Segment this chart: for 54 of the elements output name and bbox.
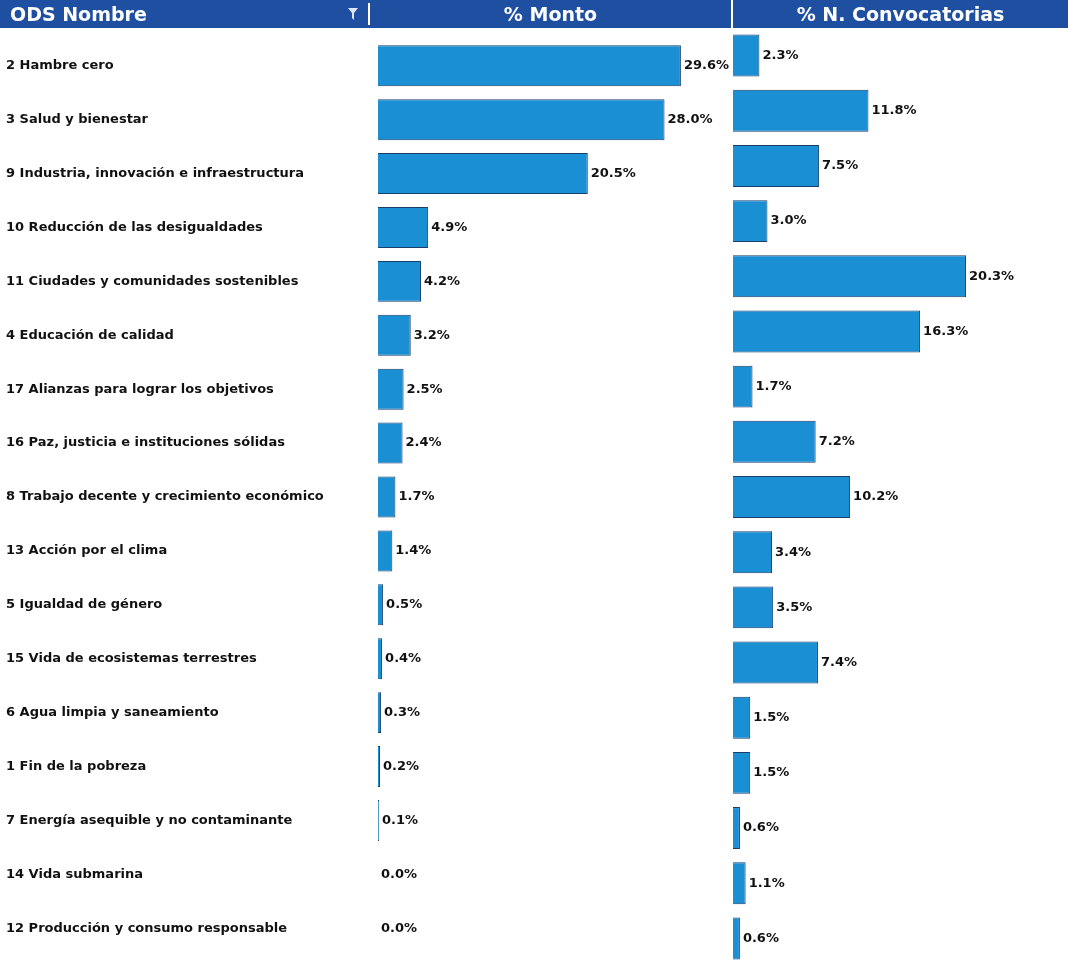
data-label: 7.5% [822,157,859,173]
data-label: 1.1% [748,874,785,890]
y-tick-label: 2 Hambre cero [6,57,114,73]
y-tick-label: 7 Energía asequible y no contaminante [6,811,293,827]
data-label: 2.3% [762,46,799,62]
data-label: 1.7% [398,488,435,504]
data-label: 3.0% [770,212,807,228]
data-label: 3.4% [775,543,812,559]
chart-title: % Monto [502,3,599,25]
data-label: 0.4% [385,650,422,666]
y-tick-label: 10 Reducción de las desigualdades [6,218,264,234]
data-label: 7.2% [818,433,855,449]
data-label: 16.3% [923,322,969,338]
data-label: 0.5% [386,596,423,612]
y-tick-label: 6 Agua limpia y saneamiento [6,704,219,719]
y-tick-label: 16 Paz, justicia e instituciones sólidas [6,434,286,450]
y-tick-label: 11 Ciudades y comunidades sostenibles [6,272,299,288]
data-label: 1.5% [753,764,790,780]
data-label: 1.5% [753,709,790,725]
data-label: 0.6% [742,819,779,835]
y-tick-label: 14 Vida submarina [6,865,144,881]
data-label: 3.2% [413,326,450,342]
data-label: 2.4% [405,434,442,450]
y-tick-label: 8 Trabajo decente y crecimiento económico [6,488,324,504]
data-label: 1.7% [755,378,792,394]
data-label: 2.5% [406,380,443,396]
y-tick-label: 3 Salud y bienestar [6,111,149,127]
data-label: 0.6% [742,929,779,945]
y-axis-title: ODS Nombre [10,3,147,25]
data-label: 0.0% [381,865,418,881]
data-label: 1.4% [395,542,432,558]
data-label: 4.9% [431,218,468,234]
data-label: 3.5% [776,598,813,614]
data-label: 29.6% [683,57,730,73]
data-label: 11.8% [871,102,917,118]
data-label: 0.3% [384,704,421,719]
data-label: 28.0% [667,111,713,127]
data-label: 7.4% [820,653,858,669]
data-label: 20.5% [590,164,636,180]
y-tick-label: 13 Acción por el clima [6,542,168,558]
data-label: 20.3% [969,267,1015,283]
y-tick-label: 1 Fin de la pobreza [6,757,147,773]
y-tick-label: 15 Vida de ecosistemas terrestres [6,650,258,666]
data-label: 0.0% [381,919,418,935]
y-tick-label: 17 Alianzas para lograr los objetivos [6,380,275,396]
data-label: 0.2% [383,757,420,773]
y-tick-label: 4 Educación de calidad [6,326,174,342]
data-label: 10.2% [853,488,899,504]
chart-title: % N. Convocatorias [733,3,1068,25]
y-tick-label: 12 Producción y consumo responsable [6,919,288,935]
y-tick-label: 9 Industria, innovación e infraestructura [6,164,304,180]
data-label: 0.1% [382,811,419,827]
data-label: 4.2% [423,272,461,288]
y-tick-label: 5 Igualdad de género [6,596,163,612]
